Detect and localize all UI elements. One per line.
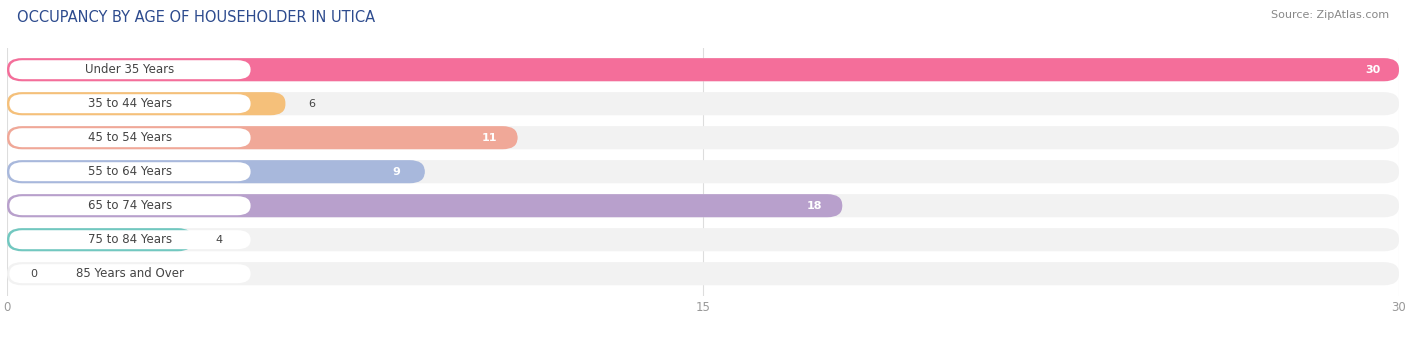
Text: Source: ZipAtlas.com: Source: ZipAtlas.com <box>1271 10 1389 20</box>
Text: Under 35 Years: Under 35 Years <box>86 63 174 76</box>
FancyBboxPatch shape <box>7 160 425 183</box>
Text: 0: 0 <box>31 269 37 279</box>
FancyBboxPatch shape <box>7 194 1399 217</box>
FancyBboxPatch shape <box>10 162 250 181</box>
FancyBboxPatch shape <box>7 228 193 251</box>
FancyBboxPatch shape <box>7 194 842 217</box>
FancyBboxPatch shape <box>7 92 1399 115</box>
FancyBboxPatch shape <box>10 128 250 147</box>
Text: 4: 4 <box>217 235 224 245</box>
Text: 11: 11 <box>482 133 498 143</box>
FancyBboxPatch shape <box>7 92 285 115</box>
FancyBboxPatch shape <box>10 60 250 79</box>
Text: OCCUPANCY BY AGE OF HOUSEHOLDER IN UTICA: OCCUPANCY BY AGE OF HOUSEHOLDER IN UTICA <box>17 10 375 25</box>
FancyBboxPatch shape <box>368 164 425 180</box>
FancyBboxPatch shape <box>461 130 517 146</box>
FancyBboxPatch shape <box>7 126 1399 149</box>
FancyBboxPatch shape <box>10 196 250 215</box>
Text: 65 to 74 Years: 65 to 74 Years <box>87 199 172 212</box>
Text: 35 to 44 Years: 35 to 44 Years <box>89 97 172 110</box>
Text: 9: 9 <box>392 167 401 177</box>
FancyBboxPatch shape <box>7 262 1399 285</box>
FancyBboxPatch shape <box>786 198 842 214</box>
FancyBboxPatch shape <box>7 160 1399 183</box>
FancyBboxPatch shape <box>10 230 250 249</box>
FancyBboxPatch shape <box>7 126 517 149</box>
Text: 45 to 54 Years: 45 to 54 Years <box>89 131 172 144</box>
FancyBboxPatch shape <box>7 228 1399 251</box>
Text: 75 to 84 Years: 75 to 84 Years <box>89 233 172 246</box>
Text: 85 Years and Over: 85 Years and Over <box>76 267 184 280</box>
Text: 55 to 64 Years: 55 to 64 Years <box>89 165 172 178</box>
Text: 18: 18 <box>807 201 823 211</box>
FancyBboxPatch shape <box>7 58 1399 81</box>
FancyBboxPatch shape <box>10 264 250 283</box>
FancyBboxPatch shape <box>7 58 1399 81</box>
Text: 30: 30 <box>1365 65 1381 75</box>
Text: 6: 6 <box>309 99 315 109</box>
FancyBboxPatch shape <box>10 94 250 113</box>
